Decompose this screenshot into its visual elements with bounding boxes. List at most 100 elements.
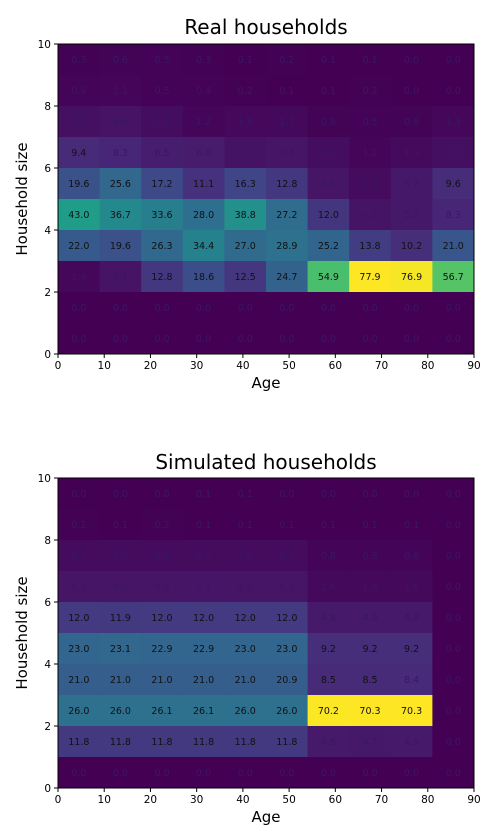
cell-value-label: 0.0 bbox=[446, 55, 461, 66]
heatmap-cell bbox=[58, 292, 100, 324]
cell-value-label: 9.6 bbox=[446, 179, 461, 190]
heatmap-cell bbox=[390, 695, 433, 727]
heatmap-cell bbox=[307, 664, 350, 696]
cell-value-label: 16.3 bbox=[235, 179, 256, 190]
heatmap-cell bbox=[307, 602, 350, 634]
cell-value-label: 28.0 bbox=[193, 210, 214, 221]
cell-value-label: 10.2 bbox=[401, 241, 422, 252]
cell-value-label: 2.0 bbox=[279, 551, 294, 562]
cell-value-label: 26.0 bbox=[110, 706, 131, 717]
heatmap-cell bbox=[266, 602, 308, 634]
heatmap-cell bbox=[58, 695, 100, 727]
cell-value-label: 0.0 bbox=[321, 303, 336, 314]
cell-value-label: 0.0 bbox=[446, 613, 461, 624]
cell-value-label: 12.0 bbox=[276, 613, 297, 624]
cell-value-label: 2.0 bbox=[238, 551, 253, 562]
cell-value-label: 1.6 bbox=[362, 582, 377, 593]
heatmap-cell bbox=[224, 75, 267, 107]
cell-value-label: 23.0 bbox=[235, 644, 256, 655]
cell-value-label: 0.0 bbox=[238, 303, 253, 314]
heatmap-cell bbox=[99, 757, 142, 789]
cell-value-label: 11.1 bbox=[193, 179, 214, 190]
heatmap-cell bbox=[224, 168, 267, 200]
heatmap-cell bbox=[307, 106, 350, 138]
cell-value-label: 0.9 bbox=[71, 86, 86, 97]
y-tick-label: 10 bbox=[38, 473, 51, 485]
cell-value-label: 0.0 bbox=[279, 334, 294, 345]
cell-value-label: 6.5 bbox=[154, 148, 169, 159]
cell-value-label: 20.9 bbox=[276, 675, 297, 686]
heatmap-cell bbox=[266, 695, 308, 727]
cell-value-label: 0.0 bbox=[404, 334, 419, 345]
heatmap-cell bbox=[266, 75, 308, 107]
heatmap-cell bbox=[307, 695, 350, 727]
x-tick-label: 40 bbox=[236, 360, 249, 372]
heatmap-cell bbox=[99, 478, 142, 510]
heatmap-cell bbox=[432, 106, 475, 138]
cell-value-label: 38.8 bbox=[235, 210, 256, 221]
cell-value-label: 0.0 bbox=[446, 675, 461, 686]
cell-value-label: 28.9 bbox=[276, 241, 297, 252]
cell-value-label: 4.0 bbox=[238, 582, 253, 593]
heatmap-cell bbox=[390, 137, 433, 169]
heatmap-cell bbox=[99, 106, 142, 138]
cell-value-label: 3.4 bbox=[71, 117, 86, 128]
heatmap-cell bbox=[99, 261, 142, 293]
heatmap-cell bbox=[307, 230, 350, 262]
heatmap-cell bbox=[266, 726, 308, 758]
heatmap-cell bbox=[349, 664, 392, 696]
cell-value-label: 0.0 bbox=[154, 768, 169, 779]
heatmap-cell bbox=[141, 106, 184, 138]
heatmap-cell bbox=[349, 199, 392, 231]
x-tick-label: 80 bbox=[421, 794, 434, 806]
heatmap-cell bbox=[349, 106, 392, 138]
heatmap-cell bbox=[141, 602, 184, 634]
heatmap-cell bbox=[141, 168, 184, 200]
heatmap-cell bbox=[182, 44, 225, 76]
heatmap-cell bbox=[307, 540, 350, 572]
heatmap-cell bbox=[349, 695, 392, 727]
cell-value-label: 0.0 bbox=[71, 334, 86, 345]
cell-value-label: 12.0 bbox=[193, 613, 214, 624]
heatmap-cell bbox=[99, 230, 142, 262]
cell-value-label: 70.3 bbox=[359, 706, 380, 717]
heatmap-cell bbox=[390, 168, 433, 200]
plot-frame bbox=[57, 477, 475, 789]
cell-value-label: 0.0 bbox=[404, 86, 419, 97]
heatmap-cell bbox=[182, 478, 225, 510]
cell-value-label: 5.2 bbox=[404, 179, 419, 190]
cell-value-label: 0.3 bbox=[71, 55, 86, 66]
cell-value-label: 0.0 bbox=[404, 303, 419, 314]
heatmap-cell bbox=[307, 509, 350, 541]
cell-value-label: 0.0 bbox=[71, 768, 86, 779]
cell-value-label: 0.0 bbox=[321, 768, 336, 779]
chart-title: Simulated households bbox=[155, 450, 376, 474]
heatmap-cell bbox=[182, 106, 225, 138]
x-tick-label: 20 bbox=[144, 794, 157, 806]
x-tick-label: 40 bbox=[236, 794, 249, 806]
cell-value-label: 4.2 bbox=[362, 210, 377, 221]
heatmap-cell bbox=[58, 757, 100, 789]
heatmap-cell bbox=[224, 261, 267, 293]
x-tick-label: 90 bbox=[467, 794, 480, 806]
cell-value-label: 11.8 bbox=[235, 737, 256, 748]
cell-value-label: 0.0 bbox=[154, 303, 169, 314]
heatmap-cell bbox=[349, 726, 392, 758]
cell-value-label: 19.6 bbox=[68, 179, 89, 190]
y-axis-label: Household size bbox=[13, 576, 31, 689]
cell-value-label: 11.8 bbox=[68, 737, 89, 748]
heatmap-cell bbox=[58, 168, 100, 200]
cell-value-label: 11.8 bbox=[151, 737, 172, 748]
cell-value-label: 0.0 bbox=[446, 489, 461, 500]
heatmap-cell bbox=[224, 106, 267, 138]
cell-value-label: 0.1 bbox=[196, 520, 211, 531]
cell-value-label: 23.1 bbox=[110, 644, 131, 655]
heatmap-cell bbox=[141, 695, 184, 727]
heatmap-cell bbox=[224, 540, 267, 572]
heatmap-cell bbox=[99, 137, 142, 169]
cell-value-label: 0.2 bbox=[362, 86, 377, 97]
cell-value-label: 76.9 bbox=[401, 272, 422, 283]
heatmap-cell bbox=[99, 292, 142, 324]
heatmap-cell bbox=[141, 509, 184, 541]
heatmap-cell bbox=[224, 726, 267, 758]
